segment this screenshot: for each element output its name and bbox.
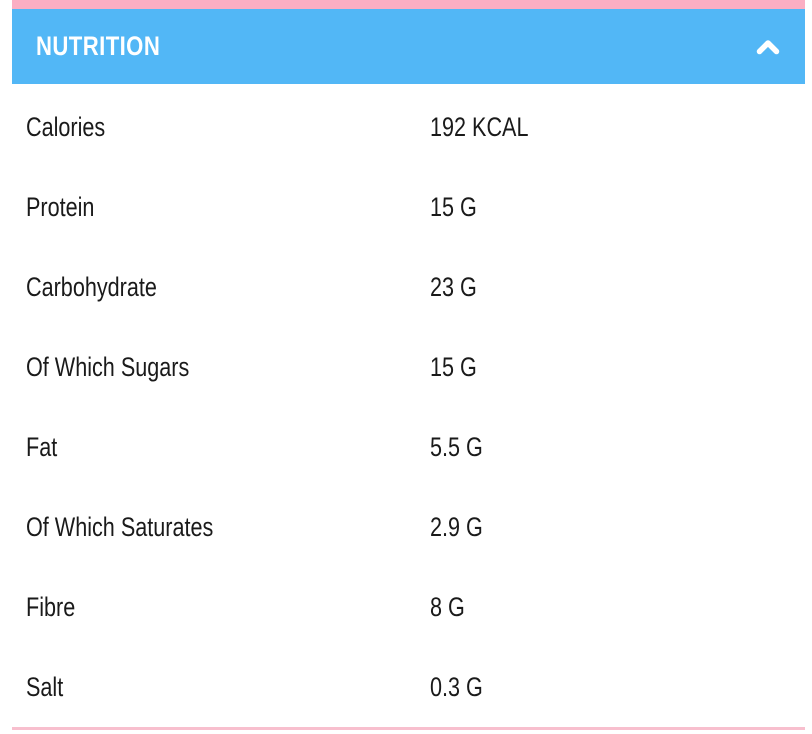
row-value: 23 G: [430, 271, 477, 302]
table-row: Protein 15 G: [12, 167, 805, 247]
row-value: 15 G: [430, 191, 477, 222]
table-row: Calories 192 KCAL: [12, 87, 805, 167]
row-label: Of Which Sugars: [26, 351, 190, 382]
row-value: 192 KCAL: [430, 111, 529, 142]
table-row: Carbohydrate 23 G: [12, 247, 805, 327]
row-label: Calories: [26, 111, 106, 142]
section-title: NUTRITION: [36, 31, 161, 61]
table-row: Fibre 8 G: [12, 567, 805, 647]
table-row: Of Which Saturates 2.9 G: [12, 487, 805, 567]
nutrition-table: Calories 192 KCAL Protein 15 G Carbohydr…: [12, 84, 805, 727]
chevron-up-icon[interactable]: [756, 39, 780, 55]
table-row: Of Which Sugars 15 G: [12, 327, 805, 407]
bottom-accent-rule: [12, 727, 805, 730]
table-row: Salt 0.3 G: [12, 647, 805, 727]
row-value: 2.9 G: [430, 511, 483, 542]
row-label: Fibre: [26, 591, 76, 622]
nutrition-panel: NUTRITION Calories 192 KCAL Protein 15 G…: [12, 0, 805, 727]
table-row: Fat 5.5 G: [12, 407, 805, 487]
row-value: 5.5 G: [430, 431, 483, 462]
row-label: Carbohydrate: [26, 271, 157, 302]
top-accent-bar: [12, 0, 805, 9]
row-label: Of Which Saturates: [26, 511, 214, 542]
row-value: 8 G: [430, 591, 465, 622]
row-label: Protein: [26, 191, 95, 222]
row-value: 0.3 G: [430, 671, 483, 702]
row-label: Fat: [26, 431, 58, 462]
row-value: 15 G: [430, 351, 477, 382]
row-label: Salt: [26, 671, 64, 702]
nutrition-accordion-header[interactable]: NUTRITION: [12, 9, 805, 84]
